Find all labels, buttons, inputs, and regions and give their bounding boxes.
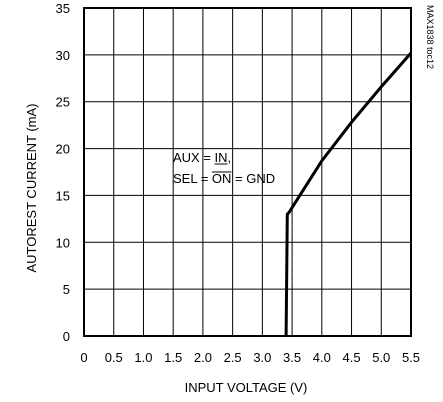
figure-code: MAX1838 toc12 xyxy=(425,5,435,69)
y-tick-label: 10 xyxy=(56,235,70,250)
x-tick-label: 4.5 xyxy=(343,350,361,365)
y-tick-label: 5 xyxy=(63,282,70,297)
x-tick-label: 1.5 xyxy=(164,350,182,365)
overline-in: IN xyxy=(215,150,228,165)
y-tick-label: 0 xyxy=(63,329,70,344)
x-tick-label: 0.5 xyxy=(105,350,123,365)
x-tick-label: 2.0 xyxy=(194,350,212,365)
x-tick-label: 2.5 xyxy=(224,350,242,365)
x-axis-label: INPUT VOLTAGE (V) xyxy=(185,380,308,395)
annotation-sel: SEL = ON = GND xyxy=(173,171,275,186)
x-tick-label: 1.0 xyxy=(134,350,152,365)
x-tick-label: 3.5 xyxy=(283,350,301,365)
y-tick-label: 20 xyxy=(56,142,70,157)
annotation-aux: AUX = IN, xyxy=(173,150,231,165)
x-tick-label: 3.0 xyxy=(253,350,271,365)
plot-frame xyxy=(83,7,412,337)
y-axis-label: AUTOREST CURRENT (mA) xyxy=(24,103,39,272)
y-tick-label: 15 xyxy=(56,188,70,203)
y-tick-label: 25 xyxy=(56,95,70,110)
x-tick-labels: 0 0.5 1.0 1.5 2.0 2.5 3.0 3.5 4.0 4.5 5.0 5.5 xyxy=(80,350,420,365)
series-group xyxy=(284,52,413,337)
y-tick-label: 35 xyxy=(56,1,70,16)
overline-on: ON xyxy=(212,171,232,186)
x-tick-label: 5.0 xyxy=(372,350,390,365)
y-tick-label: 30 xyxy=(56,48,70,63)
x-tick-label: 4.0 xyxy=(313,350,331,365)
x-tick-label: 0 xyxy=(80,350,87,365)
x-tick-label: 5.5 xyxy=(402,350,420,365)
y-tick-labels: 0 5 10 15 20 25 30 35 xyxy=(56,1,70,344)
series-line xyxy=(284,52,413,337)
